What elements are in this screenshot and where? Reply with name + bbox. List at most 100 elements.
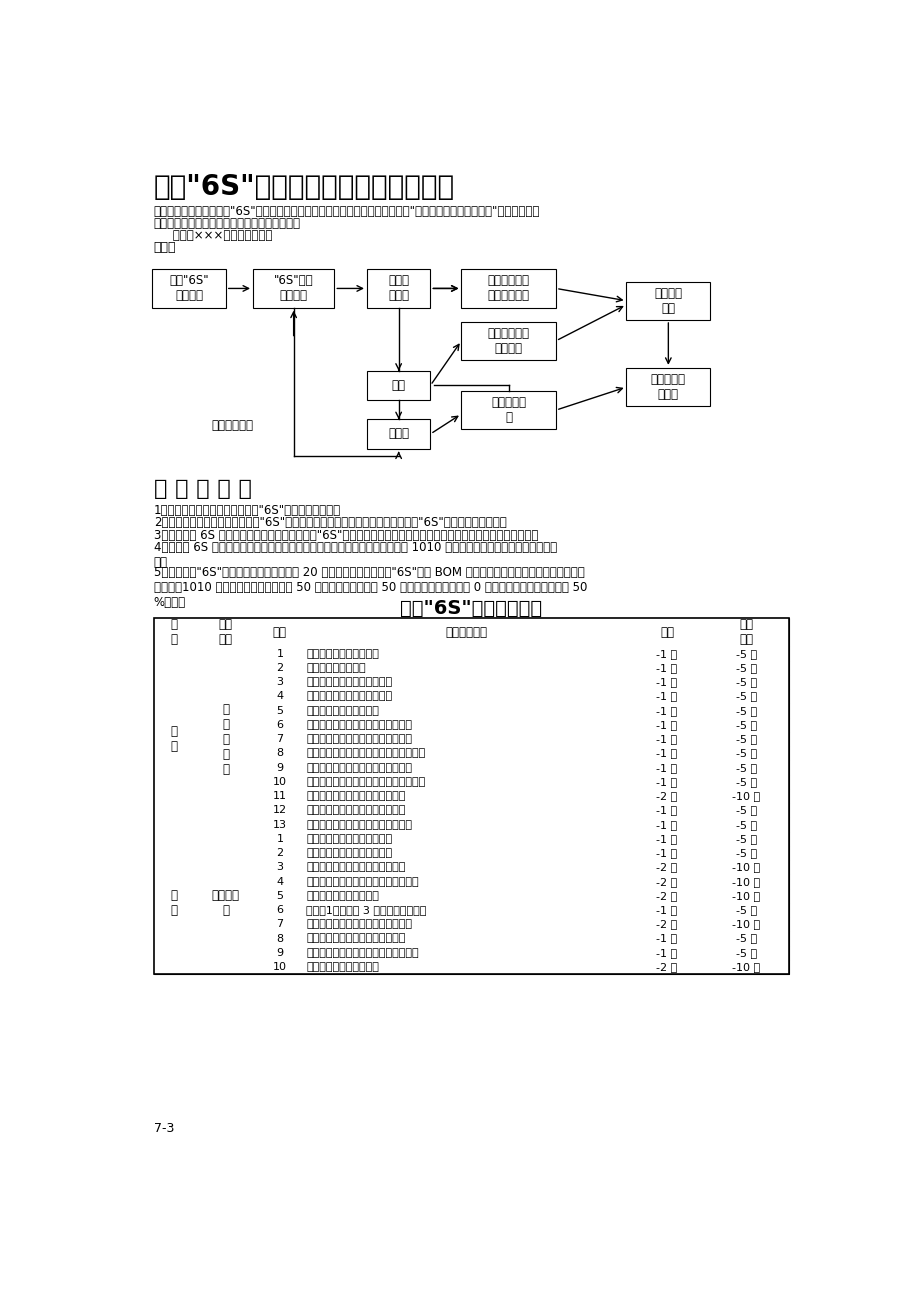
- Bar: [703, 861, 789, 875]
- Bar: [630, 703, 703, 718]
- Text: 5: 5: [276, 706, 283, 715]
- Bar: [630, 818, 703, 832]
- Bar: [302, 945, 630, 959]
- Text: 问题整改复
审: 问题整改复 审: [491, 396, 526, 424]
- Bar: [256, 760, 302, 775]
- Text: 1: 1: [276, 833, 283, 844]
- Text: 目的：调动员工参与现场"6S"管理的意识，营造全员参与现场管理的氛围，体现"事事有人管、人人都管事"的理念，从而: 目的：调动员工参与现场"6S"管理的意识，营造全员参与现场管理的氛围，体现"事事…: [153, 204, 539, 217]
- Text: -5 元: -5 元: [735, 848, 756, 858]
- Text: -5 元: -5 元: [735, 933, 756, 944]
- Text: 6: 6: [276, 720, 283, 729]
- Bar: [630, 903, 703, 916]
- Text: -1 分: -1 分: [655, 663, 676, 673]
- Text: 2: 2: [276, 663, 283, 673]
- Bar: [630, 789, 703, 803]
- Text: 与生产无关的物品不得存放在工位上: 与生产无关的物品不得存放在工位上: [306, 720, 412, 729]
- Bar: [256, 618, 302, 646]
- Bar: [256, 732, 302, 746]
- Text: 11: 11: [273, 792, 287, 801]
- Text: -1 分: -1 分: [655, 763, 676, 772]
- Bar: [256, 646, 302, 660]
- Text: -5 元: -5 元: [735, 905, 756, 915]
- Bar: [256, 660, 302, 675]
- Bar: [302, 846, 630, 861]
- Bar: [302, 618, 630, 646]
- Bar: [256, 875, 302, 889]
- Bar: [630, 718, 703, 732]
- Bar: [367, 370, 430, 400]
- Bar: [302, 646, 630, 660]
- Bar: [256, 789, 302, 803]
- Bar: [153, 646, 195, 832]
- Text: 3: 3: [276, 677, 283, 688]
- Bar: [630, 832, 703, 846]
- Text: 空容器存放于指定区域（物资标签销毁）: 空容器存放于指定区域（物资标签销毁）: [306, 749, 425, 758]
- Text: 12: 12: [273, 805, 287, 815]
- Text: -1 分: -1 分: [655, 777, 676, 786]
- Text: 明确本工位的最大最小存放量: 明确本工位的最大最小存放量: [306, 833, 391, 844]
- Bar: [367, 420, 430, 448]
- Bar: [256, 689, 302, 703]
- Bar: [703, 931, 789, 945]
- Bar: [256, 703, 302, 718]
- Bar: [630, 959, 703, 974]
- Text: 9: 9: [276, 763, 283, 772]
- Text: 2: 2: [276, 848, 283, 858]
- Bar: [703, 959, 789, 974]
- Text: 区域定置线不得破损: 区域定置线不得破损: [306, 663, 366, 673]
- Text: -10 元: -10 元: [732, 862, 760, 872]
- Bar: [703, 916, 789, 931]
- Bar: [302, 760, 630, 775]
- Bar: [626, 368, 709, 406]
- Bar: [461, 321, 555, 360]
- Text: 现场"6S"
标准制定: 现场"6S" 标准制定: [169, 274, 209, 303]
- Text: 现场"6S"管理帐户卡片管理管理平台: 现场"6S"管理帐户卡片管理管理平台: [153, 173, 454, 202]
- Bar: [703, 846, 789, 861]
- Bar: [630, 775, 703, 789]
- Text: 扣分: 扣分: [659, 625, 674, 638]
- Text: -1 分: -1 分: [655, 749, 676, 758]
- Text: -5 元: -5 元: [735, 833, 756, 844]
- Text: 效果检
查闸口: 效果检 查闸口: [388, 274, 409, 303]
- Bar: [256, 903, 302, 916]
- Text: 现场"6S"管理考核标准: 现场"6S"管理考核标准: [400, 599, 542, 618]
- Text: 工位在产存放不能超出最大量: 工位在产存放不能超出最大量: [306, 848, 391, 858]
- Bar: [195, 618, 256, 646]
- Text: 合格: 合格: [391, 380, 405, 393]
- Text: 1、市场链推进办负责事业部现场"6S"管理标准的制定。: 1、市场链推进办负责事业部现场"6S"管理标准的制定。: [153, 504, 341, 517]
- Text: 通道内不得存放任何物品: 通道内不得存放任何物品: [306, 706, 379, 715]
- Bar: [302, 861, 630, 875]
- Text: -5 元: -5 元: [735, 706, 756, 715]
- Text: 8: 8: [276, 749, 283, 758]
- Text: 现场示范终端
按类加分: 现场示范终端 按类加分: [487, 326, 529, 355]
- Bar: [703, 832, 789, 846]
- Bar: [256, 959, 302, 974]
- Bar: [703, 689, 789, 703]
- Text: 5、每个人的"6S"管理帐户卡上的基本分为 20 分，区域出现问题按照"6S"标准 BOM 相应类扣分兑现。每月根据个人累计得
分排序（1010 原则），示范终: 5、每个人的"6S"管理帐户卡上的基本分为 20 分，区域出现问题按照"6S"标…: [153, 566, 586, 608]
- Text: 积分超限处理: 积分超限处理: [211, 420, 254, 433]
- Bar: [256, 945, 302, 959]
- Bar: [195, 646, 256, 832]
- Bar: [302, 959, 630, 974]
- Bar: [256, 931, 302, 945]
- Text: -1 分: -1 分: [655, 706, 676, 715]
- Bar: [256, 718, 302, 732]
- Bar: [367, 269, 430, 308]
- Text: 区
域
责
任
化: 区 域 责 任 化: [222, 702, 229, 776]
- Text: 2、各部门组织本部门人员就现场"6S"管理的标准进行培训，考试合格后方可持《"6S"管理帐户卡》上岗。: 2、各部门组织本部门人员就现场"6S"管理的标准进行培训，考试合格后方可持《"6…: [153, 516, 506, 529]
- Bar: [703, 746, 789, 760]
- Text: -1 分: -1 分: [655, 833, 676, 844]
- Text: 4: 4: [276, 876, 283, 887]
- Bar: [703, 803, 789, 818]
- Bar: [630, 732, 703, 746]
- Text: -5 元: -5 元: [735, 649, 756, 659]
- Text: -5 元: -5 元: [735, 948, 756, 958]
- Text: -5 元: -5 元: [735, 805, 756, 815]
- Bar: [256, 803, 302, 818]
- Bar: [703, 732, 789, 746]
- Bar: [302, 903, 630, 916]
- Text: -5 元: -5 元: [735, 677, 756, 688]
- Text: -5 元: -5 元: [735, 720, 756, 729]
- Bar: [630, 945, 703, 959]
- Text: 所负责的物料、工装不得私自乱存放: 所负责的物料、工装不得私自乱存放: [306, 819, 412, 829]
